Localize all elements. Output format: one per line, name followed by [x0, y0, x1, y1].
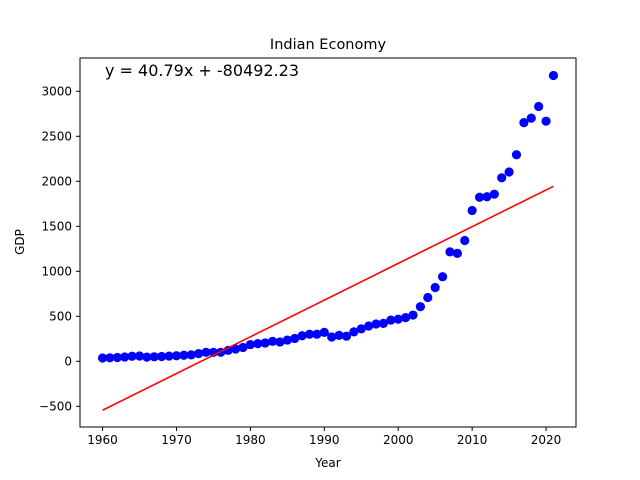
- data-marks: [97, 70, 559, 411]
- data-point: [526, 113, 536, 123]
- data-point: [290, 333, 300, 344]
- data-point: [312, 329, 322, 339]
- x-tick-label: 2010: [457, 433, 488, 447]
- data-point: [452, 248, 462, 258]
- data-point: [341, 331, 352, 341]
- data-point: [282, 335, 292, 345]
- data-point: [497, 173, 507, 183]
- data-point: [134, 351, 145, 361]
- data-point: [408, 310, 418, 320]
- data-point: [349, 327, 359, 337]
- y-tick-label: 2000: [41, 174, 72, 188]
- data-point: [179, 350, 189, 360]
- data-point: [474, 192, 485, 202]
- x-tick-label: 2020: [531, 433, 562, 447]
- data-point: [245, 339, 255, 350]
- data-point: [445, 247, 455, 257]
- data-point: [393, 314, 403, 324]
- data-point: [482, 192, 492, 202]
- data-point: [437, 272, 448, 282]
- data-point: [541, 116, 551, 126]
- data-point: [223, 345, 233, 355]
- data-point: [112, 352, 122, 363]
- y-tick-label: −500: [39, 399, 72, 413]
- data-point: [157, 351, 167, 362]
- data-point: [171, 351, 182, 361]
- data-point: [401, 313, 411, 323]
- data-point: [238, 342, 248, 353]
- regression-equation: y = 40.79x + -80492.23: [105, 61, 299, 80]
- data-point: [253, 339, 263, 349]
- x-tick-label: 1970: [161, 433, 192, 447]
- data-point: [467, 205, 477, 216]
- data-point: [519, 118, 529, 128]
- data-point: [267, 336, 278, 346]
- data-point: [105, 353, 115, 363]
- data-point: [415, 302, 425, 312]
- data-point: [194, 348, 204, 359]
- plot-frame: [79, 57, 577, 428]
- data-point: [260, 338, 270, 348]
- x-tick-label: 2000: [383, 433, 414, 447]
- y-axis-label: GDP: [13, 229, 27, 255]
- data-point: [511, 150, 522, 160]
- data-point: [120, 352, 130, 362]
- data-point: [334, 330, 344, 340]
- data-point: [275, 337, 285, 347]
- axes: 1960 1970 1980 1990 2000 2010 2020 −500 0 500 1000…: [39, 57, 577, 447]
- y-tick-label: 500: [49, 309, 72, 323]
- data-point: [364, 321, 374, 331]
- data-point: [371, 319, 381, 329]
- data-point: [534, 101, 544, 112]
- data-point: [127, 351, 137, 361]
- data-point: [423, 292, 433, 303]
- chart-title: Indian Economy: [270, 37, 387, 53]
- y-tick-label: 3000: [41, 84, 72, 98]
- data-point: [430, 282, 440, 293]
- data-point: [297, 331, 307, 341]
- data-point: [327, 332, 337, 342]
- data-point: [97, 353, 108, 363]
- y-tick-label: 1000: [41, 264, 72, 278]
- plot-area: [80, 58, 576, 427]
- data-point: [201, 347, 211, 357]
- y-tick-label: 1500: [41, 219, 72, 233]
- data-point: [378, 318, 389, 329]
- y-tick-label: 0: [64, 354, 72, 368]
- data-point: [319, 327, 329, 338]
- data-point: [548, 70, 559, 81]
- data-point: [142, 352, 152, 362]
- data-point: [149, 352, 159, 362]
- data-point: [186, 350, 196, 360]
- data-point: [504, 167, 514, 177]
- regression-line: [102, 185, 554, 411]
- data-point: [164, 351, 174, 361]
- y-tick-label: 2500: [41, 129, 72, 143]
- x-tick-label: 1990: [309, 433, 340, 447]
- data-point: [489, 189, 499, 199]
- data-point: [304, 329, 315, 339]
- x-tick-label: 1960: [87, 433, 118, 447]
- data-point: [356, 324, 366, 334]
- x-axis-label: Year: [314, 456, 340, 470]
- data-point: [231, 344, 241, 354]
- x-tick-label: 1980: [235, 433, 266, 447]
- data-point: [386, 315, 396, 325]
- data-point: [460, 235, 470, 246]
